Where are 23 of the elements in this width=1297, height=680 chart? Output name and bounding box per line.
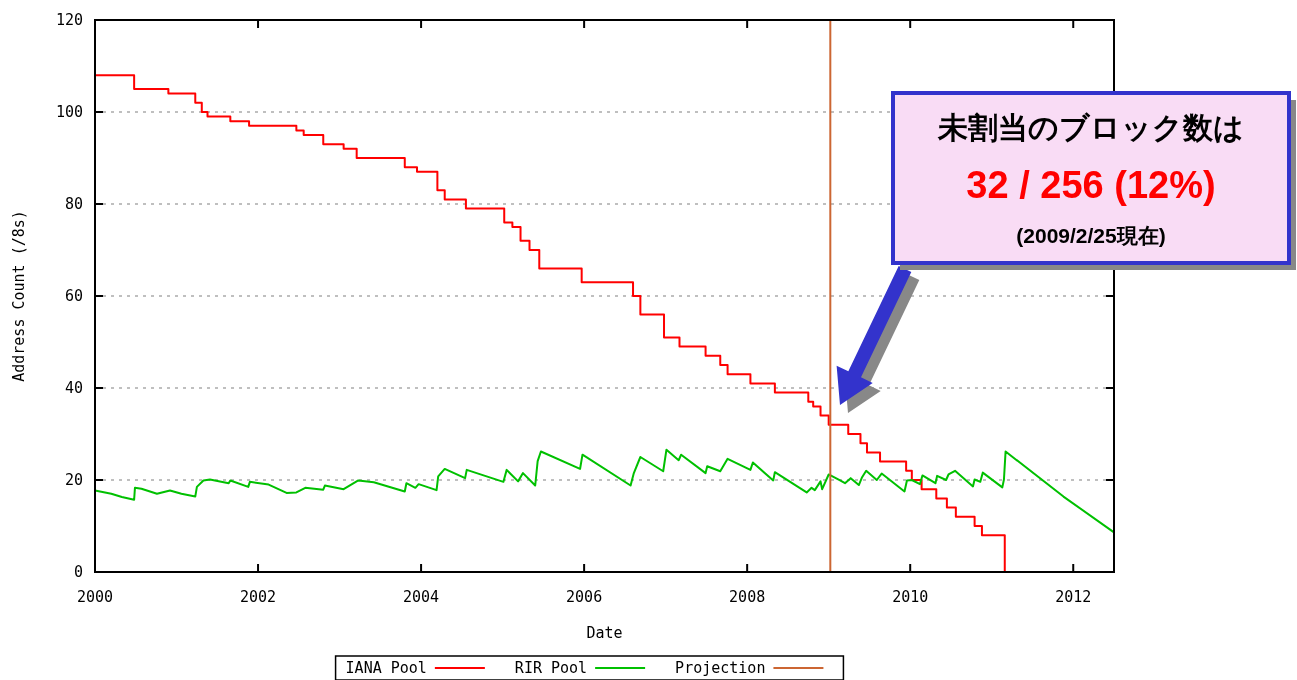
y-tick-label: 60 (64, 287, 83, 305)
x-tick-label: 2006 (566, 588, 603, 606)
annotation: 未割当のブロック数は (937, 111, 1244, 144)
annotation: 32 / 256 (12%) (966, 164, 1216, 206)
x-tick-label: 2008 (729, 588, 766, 606)
x-tick-label: 2002 (239, 588, 277, 606)
line-series (94, 448, 1115, 534)
legend-label: RIR Pool (514, 659, 588, 677)
y-tick-label: 100 (55, 103, 83, 121)
annotation: (2009/2/25現在) (1016, 224, 1166, 247)
y-tick-label: 120 (55, 11, 83, 29)
x-axis-title: Date (586, 624, 623, 642)
y-tick-label: 40 (64, 379, 83, 397)
x-tick-label: 2004 (403, 588, 440, 606)
y-tick-label: 80 (64, 195, 83, 213)
y-axis-title: Address Count (/8s) (10, 210, 28, 382)
y-tick-label: 0 (73, 563, 83, 581)
x-tick-label: 2010 (892, 588, 929, 606)
y-tick-label: 20 (64, 471, 83, 489)
legend-label: Projection (675, 659, 766, 677)
legend-label: IANA Pool (345, 659, 427, 677)
x-tick-label: 2012 (1055, 588, 1092, 606)
x-tick-label: 2000 (76, 588, 114, 606)
